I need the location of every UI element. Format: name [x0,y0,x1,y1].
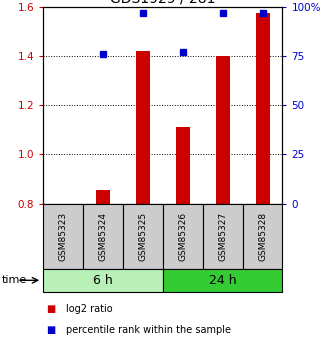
Bar [43,269,163,292]
Bar [123,204,163,269]
Text: 6 h: 6 h [93,274,113,287]
Text: log2 ratio: log2 ratio [66,304,112,314]
Bar [163,204,203,269]
Bar [216,56,230,204]
Text: GSM85326: GSM85326 [178,212,187,261]
Bar [243,204,282,269]
Text: ■: ■ [47,325,56,335]
Text: time: time [2,275,27,285]
Bar [203,204,243,269]
Text: ■: ■ [47,304,56,314]
Text: GSM85324: GSM85324 [99,212,108,261]
Text: GSM85325: GSM85325 [138,212,147,261]
Bar [83,204,123,269]
Text: GSM85323: GSM85323 [59,212,68,261]
Bar [176,127,190,204]
Bar [163,269,282,292]
Bar [256,13,270,204]
Title: GDS1929 / 281: GDS1929 / 281 [110,0,216,6]
Bar [96,190,110,204]
Text: 24 h: 24 h [209,274,237,287]
Text: percentile rank within the sample: percentile rank within the sample [66,325,231,335]
Text: GSM85328: GSM85328 [258,212,267,261]
Bar [136,51,150,204]
Text: GSM85327: GSM85327 [218,212,227,261]
Bar [43,204,83,269]
